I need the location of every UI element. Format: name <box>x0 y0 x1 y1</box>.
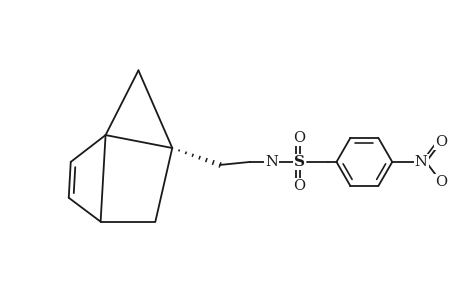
Text: O: O <box>434 175 446 189</box>
Text: N: N <box>265 155 278 169</box>
Text: O: O <box>293 131 305 145</box>
Text: N: N <box>414 155 426 169</box>
Text: S: S <box>294 155 304 169</box>
Text: O: O <box>434 135 446 149</box>
Text: O: O <box>293 179 305 193</box>
